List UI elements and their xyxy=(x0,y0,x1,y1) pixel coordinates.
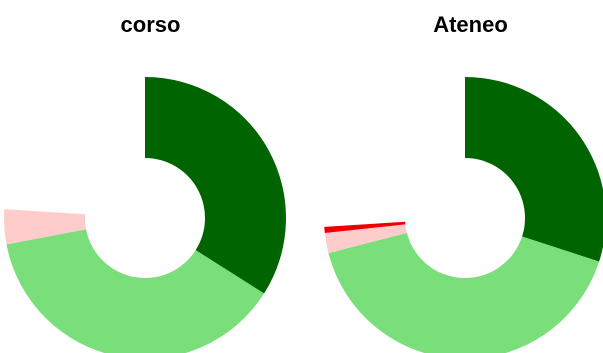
chart-panel-ateneo: Ateneo xyxy=(320,0,603,353)
donut-slice-0-1 xyxy=(6,229,265,353)
donut-slice-1-0 xyxy=(465,77,603,262)
donut-chart-ateneo xyxy=(324,77,603,353)
donut-slice-0-0 xyxy=(145,77,286,294)
chart-title-ateneo: Ateneo xyxy=(433,12,508,37)
donut-slice-0-2 xyxy=(4,209,87,245)
chart-panel-corso: corso xyxy=(0,0,301,353)
donut-slice-1-1 xyxy=(328,232,600,353)
donut-slice-1-3 xyxy=(324,221,406,234)
donut-slice-1-2 xyxy=(324,224,407,254)
chart-title-corso: corso xyxy=(120,12,181,37)
donut-chart-corso xyxy=(4,77,286,353)
